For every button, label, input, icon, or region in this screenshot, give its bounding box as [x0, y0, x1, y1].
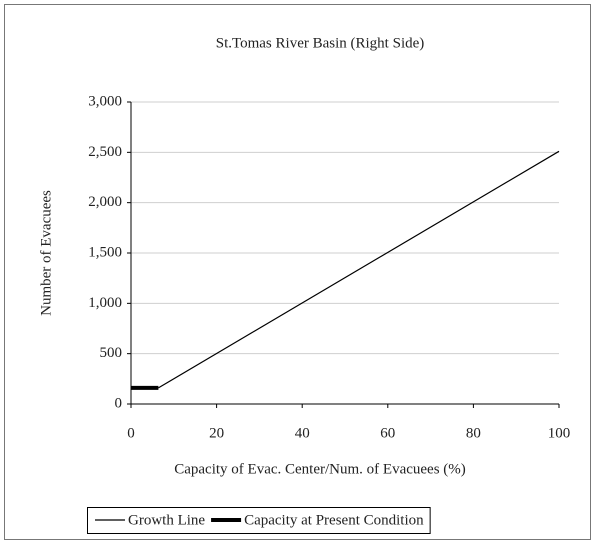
y-tick-label: 0	[115, 395, 123, 411]
chart-border	[4, 4, 591, 540]
y-axis-label: Number of Evacuees	[38, 190, 54, 316]
x-axis-label: Capacity of Evac. Center/Num. of Evacuee…	[174, 461, 466, 477]
x-tick-label: 0	[127, 425, 135, 441]
y-tick-label: 2,000	[88, 194, 122, 210]
y-tick-label: 1,000	[88, 295, 122, 311]
x-tick-label: 100	[548, 425, 571, 441]
legend-label: Growth Line	[128, 512, 205, 528]
x-tick-label: 20	[209, 425, 224, 441]
line-series	[158, 150, 560, 389]
x-tick-label: 40	[295, 425, 310, 441]
legend	[87, 507, 431, 534]
legend-label: Capacity at Present Condition	[244, 512, 424, 528]
x-tick-label: 80	[466, 425, 481, 441]
x-tick-label: 60	[380, 425, 395, 441]
y-tick-label: 1,500	[88, 244, 122, 260]
y-tick-label: 500	[100, 345, 123, 361]
chart-title: St.Tomas River Basin (Right Side)	[216, 35, 425, 51]
y-tick-label: 3,000	[88, 93, 122, 109]
y-tick-label: 2,500	[88, 144, 122, 160]
